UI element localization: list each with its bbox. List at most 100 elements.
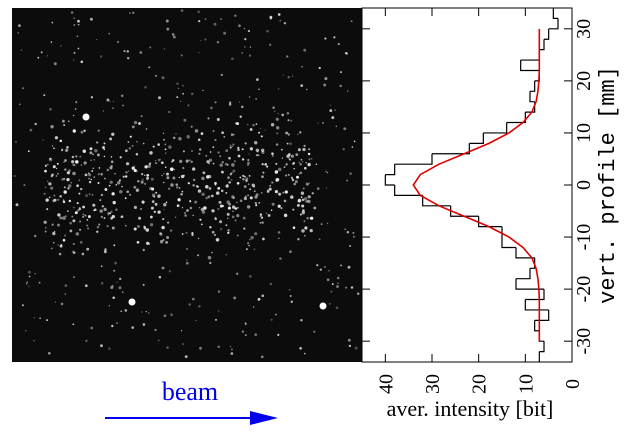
speckle [255, 97, 258, 100]
speckle [316, 264, 319, 267]
speckle [34, 272, 36, 275]
speckle [303, 48, 307, 52]
speckle [245, 177, 249, 181]
speckle [233, 160, 236, 163]
speckle [324, 37, 327, 40]
speckle [133, 227, 137, 231]
speckle [52, 165, 56, 169]
speckle [72, 59, 75, 61]
speckle [166, 172, 169, 176]
speckle [38, 281, 41, 284]
speckle [270, 318, 273, 321]
speckle [220, 228, 223, 231]
speckle [221, 131, 224, 135]
speckle [68, 199, 71, 203]
speckle [191, 297, 195, 301]
speckle [119, 189, 123, 194]
speckle [21, 304, 24, 307]
speckle [60, 243, 63, 246]
speckle [149, 186, 153, 191]
speckle [155, 162, 157, 164]
speckle [354, 346, 358, 350]
speckle [90, 178, 92, 181]
speckle [171, 33, 175, 36]
speckle [281, 157, 284, 159]
speckle [294, 180, 298, 184]
speckle [258, 88, 260, 91]
speckle [96, 226, 100, 229]
speckle [28, 275, 31, 278]
speckle [301, 229, 305, 233]
speckle [308, 158, 311, 161]
speckle [243, 185, 247, 188]
speckle [275, 162, 278, 165]
speckle [310, 216, 314, 220]
speckle [144, 85, 147, 89]
speckle [287, 119, 290, 122]
speckle [119, 156, 122, 159]
speckle [329, 109, 333, 113]
speckle [121, 291, 124, 293]
speckle [215, 191, 220, 195]
speckle [255, 148, 260, 153]
speckle [132, 11, 135, 14]
speckle [352, 231, 355, 234]
speckle [166, 176, 170, 180]
speckle [178, 136, 182, 141]
speckle [108, 305, 111, 307]
speckle [151, 200, 155, 203]
speckle [226, 212, 230, 216]
speckle [76, 35, 79, 38]
speckle [110, 286, 114, 289]
speckle [124, 309, 128, 312]
speckle [53, 242, 55, 244]
speckle [82, 216, 84, 218]
speckle [313, 330, 316, 333]
speckle [231, 57, 234, 61]
speckle [75, 160, 79, 164]
speckle [274, 170, 279, 174]
speckle [165, 152, 167, 154]
speckle [266, 29, 269, 33]
histogram-bin [534, 320, 540, 332]
speckle [92, 203, 96, 207]
speckle [317, 122, 319, 124]
speckle [301, 211, 305, 215]
speckle [86, 224, 89, 227]
speckle [261, 148, 265, 152]
speckle [131, 125, 135, 129]
speckle [100, 344, 103, 348]
speckle [107, 213, 110, 216]
speckle [135, 152, 139, 156]
speckle [302, 209, 305, 212]
speckle [157, 339, 160, 342]
speckle [225, 184, 229, 188]
speckle [290, 154, 295, 158]
speckle [116, 281, 118, 283]
speckle [260, 135, 263, 138]
speckle [56, 162, 59, 165]
speckle [133, 205, 137, 209]
speckle [300, 319, 303, 322]
speckle [111, 132, 115, 136]
speckle [323, 83, 327, 87]
speckle [108, 347, 111, 350]
speckle [77, 23, 80, 26]
speckle [82, 213, 85, 216]
speckle [286, 55, 289, 58]
speckle [236, 181, 240, 185]
speckle [37, 56, 40, 59]
speckle [72, 129, 77, 133]
speckle [274, 313, 277, 316]
speckle [121, 185, 123, 188]
speckle [180, 54, 183, 57]
speckle [244, 334, 247, 337]
speckle [64, 168, 67, 171]
speckle [79, 241, 83, 244]
speckle [290, 119, 293, 122]
speckle [54, 199, 56, 201]
speckle [229, 146, 232, 149]
speckle [62, 200, 66, 204]
speckle [87, 215, 91, 219]
speckle [186, 135, 190, 139]
